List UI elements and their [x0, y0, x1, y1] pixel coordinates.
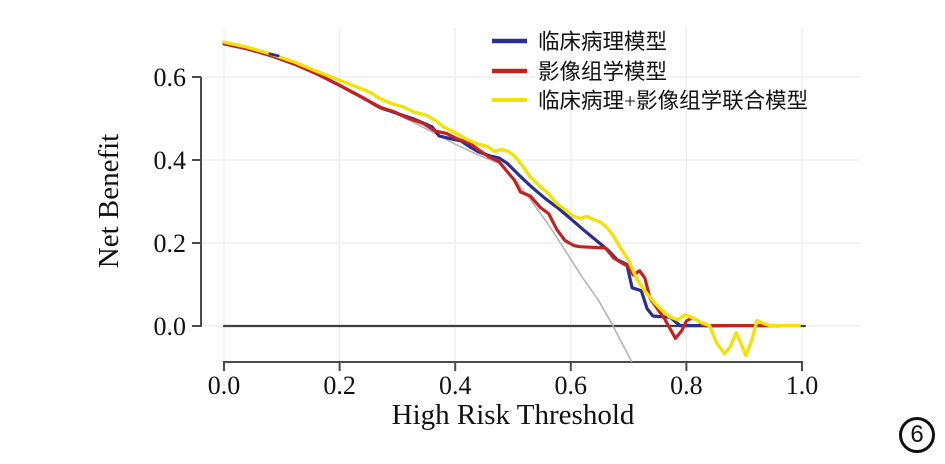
y-tick-label: 0.4 — [154, 146, 187, 175]
series-line-clinical-peek — [268, 52, 280, 58]
series-line-radiomics — [222, 42, 781, 340]
figure-number-badge: 6 — [899, 417, 935, 453]
legend-label-clinical: 临床病理模型 — [538, 30, 667, 54]
x-tick-label: 1.0 — [786, 371, 819, 400]
y-axis-title: Net Benefit — [93, 134, 125, 268]
x-tick-label: 0.4 — [439, 371, 472, 400]
legend-label-radiomics: 影像组学模型 — [538, 60, 667, 84]
y-tick-label: 0.6 — [154, 63, 187, 92]
x-tick-label: 0.8 — [670, 371, 703, 400]
x-tick-label: 0.6 — [555, 371, 588, 400]
series-line-clinical — [222, 42, 729, 328]
x-axis-title: High Risk Threshold — [392, 399, 635, 431]
legend-label-combined: 临床病理+影像组学联合模型 — [538, 89, 808, 113]
y-tick-label: 0.0 — [154, 312, 187, 341]
x-tick-label: 0.0 — [208, 371, 241, 400]
y-tick-label: 0.2 — [154, 229, 187, 258]
x-tick-label: 0.2 — [323, 371, 356, 400]
series-line-combined — [222, 40, 801, 358]
figure-number: 6 — [910, 421, 924, 448]
